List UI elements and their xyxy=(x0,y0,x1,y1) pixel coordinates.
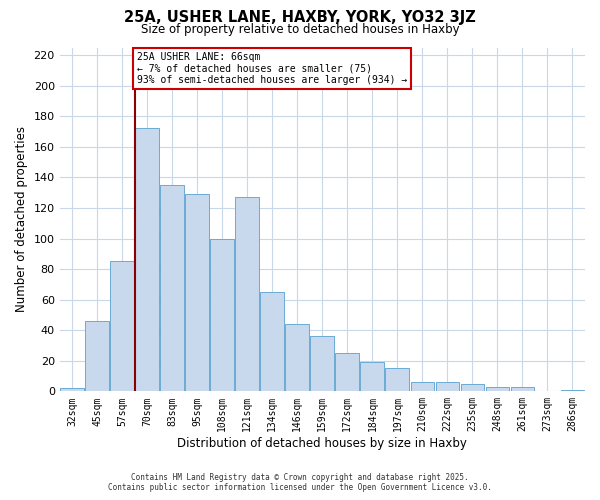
Bar xyxy=(85,321,109,392)
Bar xyxy=(310,336,334,392)
Bar xyxy=(235,198,259,392)
Bar xyxy=(461,384,484,392)
Text: Contains HM Land Registry data © Crown copyright and database right 2025.
Contai: Contains HM Land Registry data © Crown c… xyxy=(108,473,492,492)
Bar xyxy=(160,185,184,392)
Y-axis label: Number of detached properties: Number of detached properties xyxy=(15,126,28,312)
Bar xyxy=(361,362,384,392)
Bar xyxy=(136,128,159,392)
Bar xyxy=(410,382,434,392)
Bar xyxy=(185,194,209,392)
Text: Size of property relative to detached houses in Haxby: Size of property relative to detached ho… xyxy=(140,22,460,36)
Bar xyxy=(286,324,309,392)
Bar xyxy=(60,388,84,392)
Bar xyxy=(110,262,134,392)
Bar xyxy=(560,390,584,392)
Bar xyxy=(436,382,459,392)
Text: 25A, USHER LANE, HAXBY, YORK, YO32 3JZ: 25A, USHER LANE, HAXBY, YORK, YO32 3JZ xyxy=(124,10,476,25)
Text: 25A USHER LANE: 66sqm
← 7% of detached houses are smaller (75)
93% of semi-detac: 25A USHER LANE: 66sqm ← 7% of detached h… xyxy=(137,52,407,86)
Bar xyxy=(260,292,284,392)
Bar xyxy=(485,386,509,392)
Bar xyxy=(335,353,359,392)
X-axis label: Distribution of detached houses by size in Haxby: Distribution of detached houses by size … xyxy=(178,437,467,450)
Bar xyxy=(511,386,535,392)
Bar xyxy=(385,368,409,392)
Bar xyxy=(211,238,234,392)
